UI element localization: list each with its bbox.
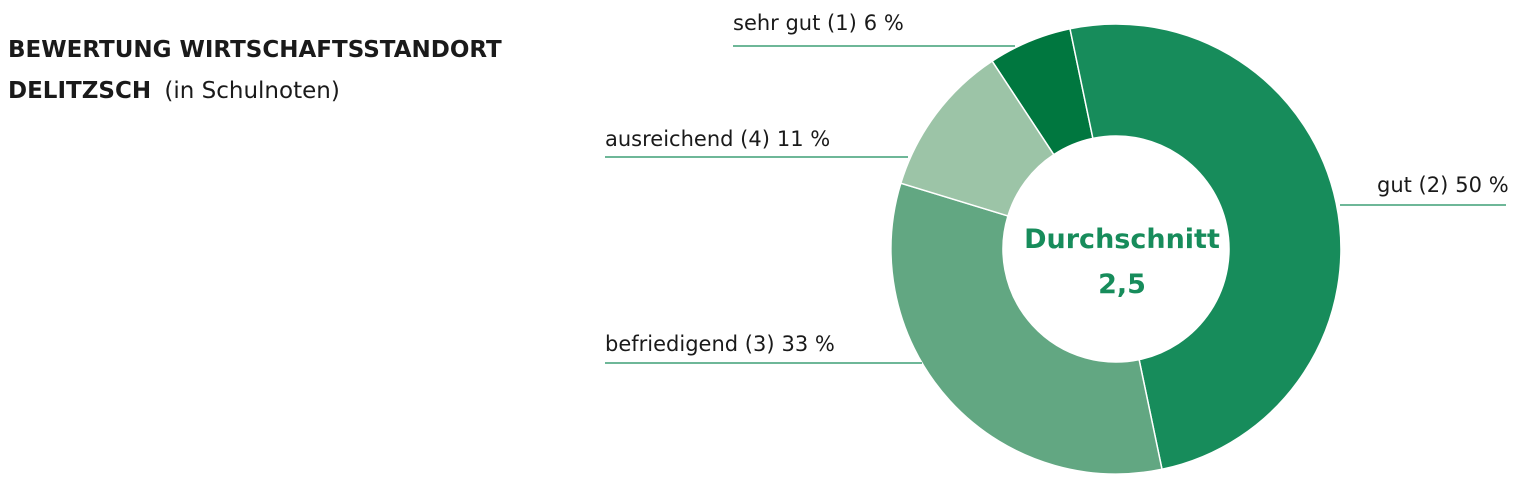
subtitle-text: (in Schulnoten) [164,78,339,104]
category-label: ausreichend (4) [605,127,770,151]
chart-subtitle: DELITZSCH (in Schulnoten) [8,78,340,104]
center-value: 2,5 [1098,269,1146,300]
value-label: 6 % [864,11,904,35]
value-label: 50 % [1455,173,1508,197]
donut-slice [890,182,1163,475]
slice-label: sehr gut (1) 6 % [733,11,904,35]
slice-label: befriedigend (3) 33 % [605,332,835,356]
center-title: Durchschnitt [1024,224,1220,255]
slice-label: gut (2) 50 % [1377,173,1509,197]
category-label: sehr gut (1) [733,11,857,35]
category-label: gut (2) [1377,173,1448,197]
slice-label: ausreichend (4) 11 % [605,127,830,151]
value-label: 11 % [777,127,830,151]
donut-slice [899,60,1055,217]
chart-title: BEWERTUNG WIRTSCHAFTSSTANDORT [8,37,502,63]
value-label: 33 % [782,332,835,356]
title-line1: BEWERTUNG WIRTSCHAFTSSTANDORT [8,37,502,63]
donut-slice [1069,23,1342,471]
category-label: befriedigend (3) [605,332,775,356]
title-text: BEWERTUNG WIRTSCHAFTSSTANDORT [8,37,502,63]
title-line2: DELITZSCH [8,78,151,104]
